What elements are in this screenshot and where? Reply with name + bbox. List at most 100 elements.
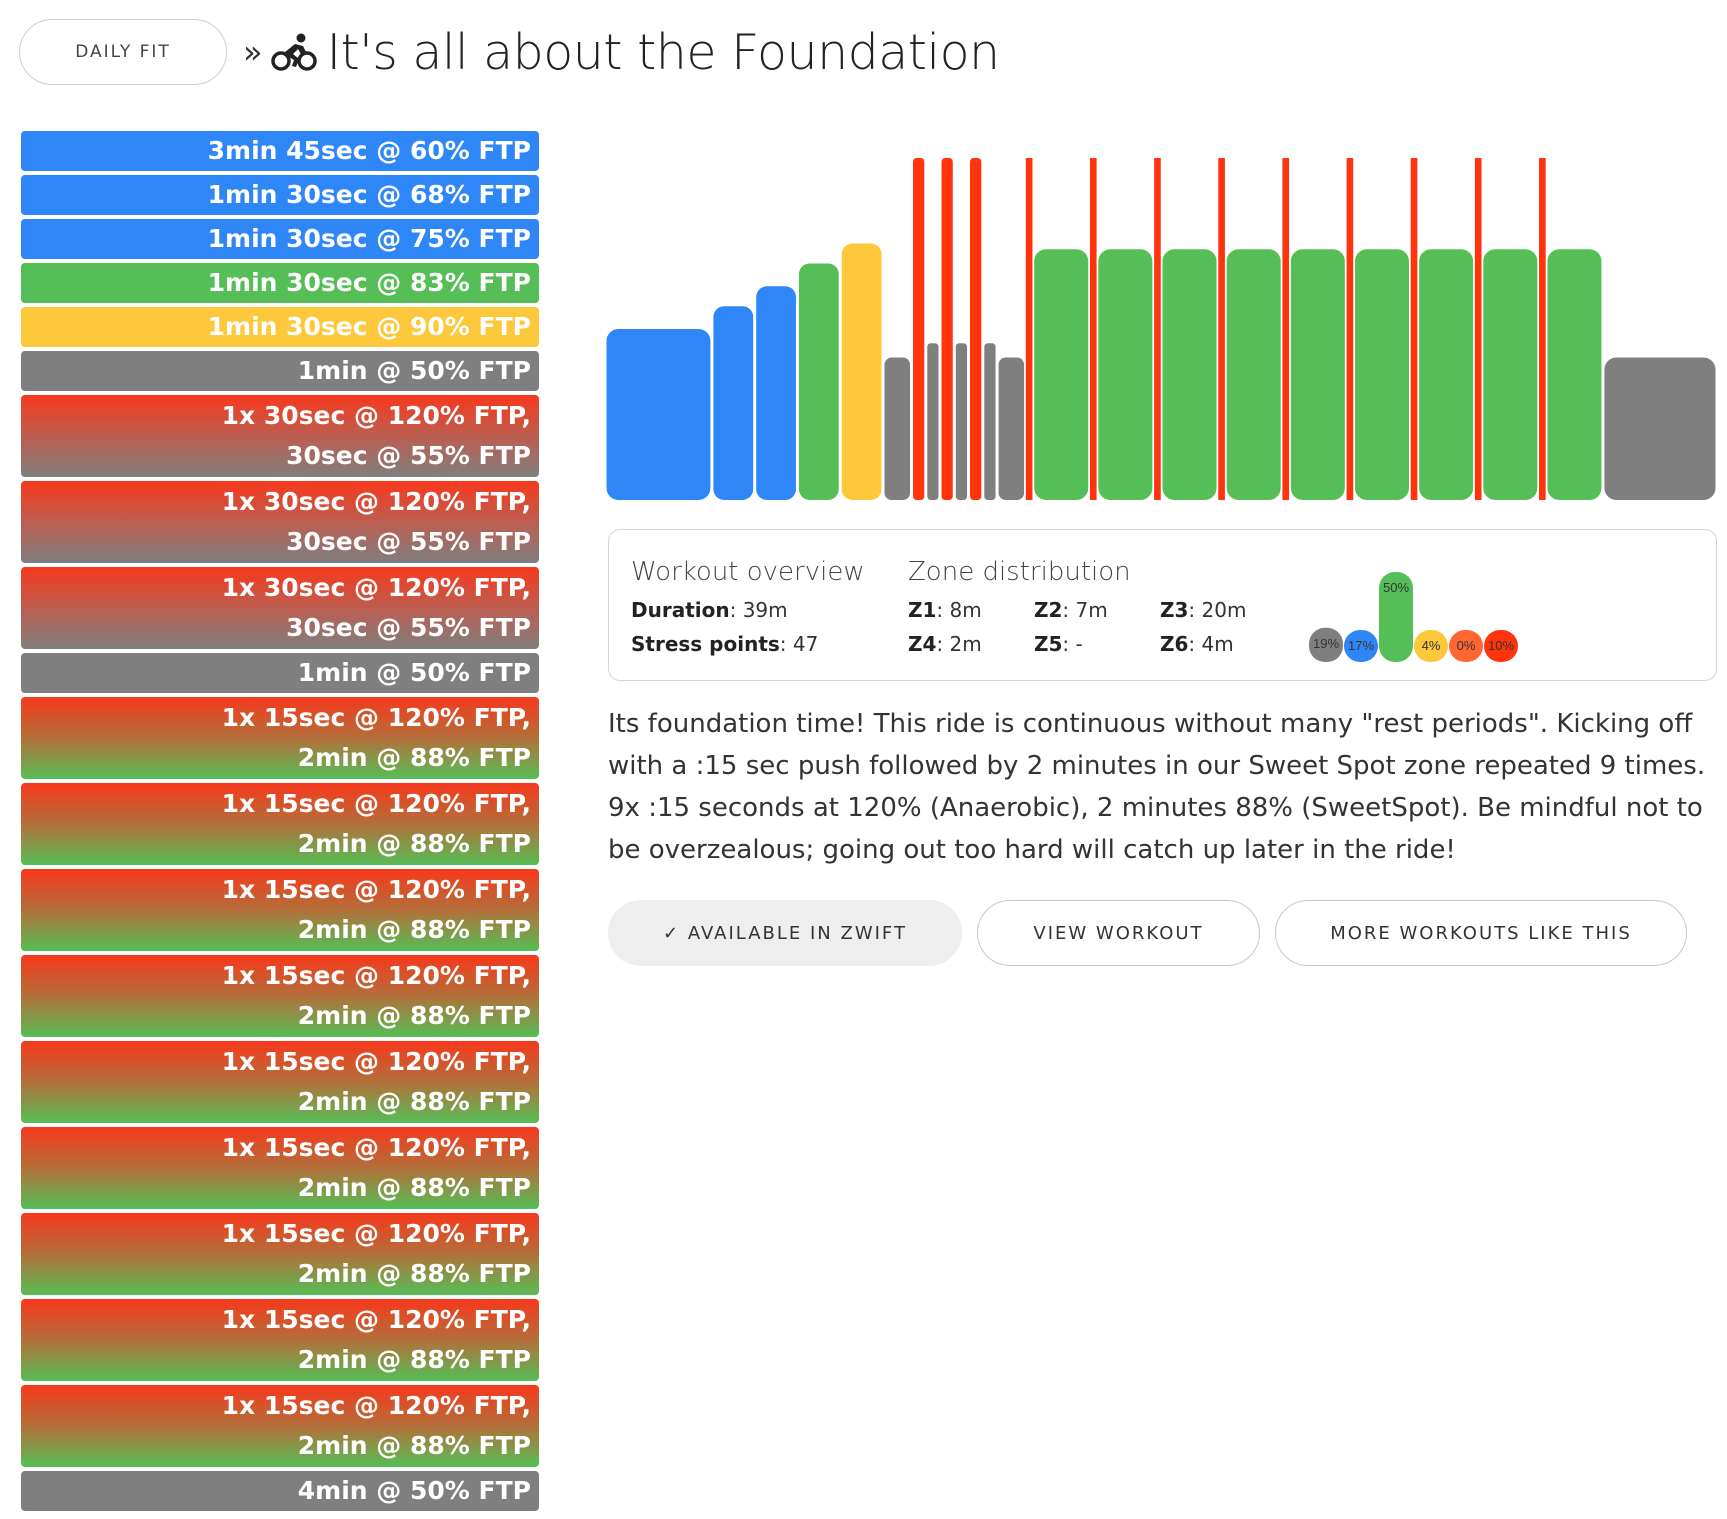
- interval-label: 1x 30sec @ 120% FTP,: [221, 401, 531, 430]
- interval-item: 1x 30sec @ 120% FTP, 30sec @ 55% FTP: [21, 481, 539, 563]
- interval-item: 1x 15sec @ 120% FTP, 2min @ 88% FTP: [21, 697, 539, 779]
- zone-percent-bar: [1309, 627, 1343, 662]
- workout-segment-bar: [1162, 249, 1217, 500]
- interval-label: 30sec @ 55% FTP: [286, 613, 531, 642]
- interval-item: 1x 15sec @ 120% FTP, 2min @ 88% FTP: [21, 1213, 539, 1295]
- workout-segment-bar: [798, 263, 839, 500]
- zone-value: -: [1075, 632, 1083, 656]
- interval-label: 2min @ 88% FTP: [297, 1345, 531, 1374]
- workout-segment-bar: [841, 243, 882, 500]
- zone-distribution-chart: 19% 17% 50% 4% 0% 10%: [1309, 572, 1518, 662]
- category-button[interactable]: DAILY FIT: [19, 19, 227, 85]
- view-workout-button[interactable]: VIEW WORKOUT: [977, 900, 1260, 966]
- zone-percent-bar: [1379, 572, 1413, 662]
- workout-segment-bar: [1419, 249, 1474, 500]
- zone-stat-z5: Z5: -: [1034, 632, 1083, 656]
- more-workouts-button[interactable]: MORE WORKOUTS LIKE THIS: [1275, 900, 1687, 966]
- interval-label: 1min @ 50% FTP: [297, 658, 531, 687]
- interval-label: 3min 45sec @ 60% FTP: [207, 136, 531, 165]
- cyclist-icon: [270, 33, 317, 71]
- zone-percent-label: 4%: [1422, 638, 1441, 653]
- interval-label: 2min @ 88% FTP: [297, 1087, 531, 1116]
- duration-label: Duration: [631, 598, 730, 622]
- zone-percent-label: 19%: [1313, 636, 1339, 651]
- workout-segment-bar: [955, 343, 968, 500]
- interval-label: 1min 30sec @ 90% FTP: [207, 312, 531, 341]
- interval-label: 1x 15sec @ 120% FTP,: [221, 1047, 531, 1076]
- workout-profile-chart: [606, 158, 1716, 500]
- interval-item: 1min @ 50% FTP: [21, 653, 539, 693]
- overview-card: Workout overview Duration: 39m Stress po…: [608, 529, 1717, 681]
- workout-segment-bar: [1354, 249, 1409, 500]
- zone-label: Z4: [908, 632, 937, 656]
- interval-item: 4min @ 50% FTP: [21, 1471, 539, 1511]
- interval-item: 1min 30sec @ 68% FTP: [21, 175, 539, 215]
- interval-label: 2min @ 88% FTP: [297, 743, 531, 772]
- interval-label: 1x 30sec @ 120% FTP,: [221, 573, 531, 602]
- interval-item: 1x 15sec @ 120% FTP, 2min @ 88% FTP: [21, 1127, 539, 1209]
- workout-segment-bar: [1604, 357, 1716, 500]
- interval-item: 1min 30sec @ 75% FTP: [21, 219, 539, 259]
- header: DAILY FIT » It's all about the Foundatio…: [19, 19, 1000, 85]
- workout-segment-bar: [1410, 158, 1418, 500]
- interval-label: 1min 30sec @ 68% FTP: [207, 180, 531, 209]
- workout-segment-bar: [1025, 158, 1033, 500]
- interval-item: 1x 15sec @ 120% FTP, 2min @ 88% FTP: [21, 1385, 539, 1467]
- interval-label: 2min @ 88% FTP: [297, 1001, 531, 1030]
- interval-label: 2min @ 88% FTP: [297, 915, 531, 944]
- interval-label: 2min @ 88% FTP: [297, 1173, 531, 1202]
- interval-label: 2min @ 88% FTP: [297, 1259, 531, 1288]
- interval-item: 1x 15sec @ 120% FTP, 2min @ 88% FTP: [21, 783, 539, 865]
- interval-label: 1min 30sec @ 75% FTP: [207, 224, 531, 253]
- duration-value: 39m: [742, 598, 788, 622]
- workout-segment-bar: [1474, 158, 1482, 500]
- workout-segment-bar: [970, 158, 982, 500]
- workout-overview-title: Workout overview: [631, 557, 865, 587]
- workout-segment-bar: [1539, 158, 1546, 500]
- zone-label: Z6: [1160, 632, 1189, 656]
- zone-label: Z3: [1160, 598, 1189, 622]
- stress-label: Stress points: [631, 632, 780, 656]
- interval-item: 1min 30sec @ 83% FTP: [21, 263, 539, 303]
- workout-segment-bar: [998, 357, 1025, 500]
- interval-list: 3min 45sec @ 60% FTP 1min 30sec @ 68% FTP…: [21, 131, 539, 1515]
- workout-segment-bar: [1226, 249, 1281, 500]
- workout-segment-bar: [756, 286, 796, 500]
- zone-label: Z1: [908, 598, 937, 622]
- zone-label: Z5: [1034, 632, 1063, 656]
- workout-segment-bar: [1154, 158, 1161, 500]
- workout-segment-bar: [1547, 249, 1602, 500]
- interval-label: 1min 30sec @ 83% FTP: [207, 268, 531, 297]
- interval-item: 1x 15sec @ 120% FTP, 2min @ 88% FTP: [21, 1041, 539, 1123]
- zone-distribution-title: Zone distribution: [908, 557, 1131, 587]
- available-in-zwift-button[interactable]: ✓ AVAILABLE IN ZWIFT: [608, 900, 962, 966]
- interval-label: 1x 15sec @ 120% FTP,: [221, 1305, 531, 1334]
- zone-value: 20m: [1201, 598, 1247, 622]
- interval-label: 1x 15sec @ 120% FTP,: [221, 1219, 531, 1248]
- workout-segment-bar: [1483, 249, 1538, 500]
- zone-percent-bar: [1449, 630, 1483, 662]
- interval-item: 3min 45sec @ 60% FTP: [21, 131, 539, 171]
- interval-item: 1x 15sec @ 120% FTP, 2min @ 88% FTP: [21, 869, 539, 951]
- zone-stat-z2: Z2: 7m: [1034, 598, 1108, 622]
- workout-segment-bar: [984, 343, 996, 500]
- workout-segment-bar: [1098, 249, 1153, 500]
- interval-item: 1min @ 50% FTP: [21, 351, 539, 391]
- interval-label: 4min @ 50% FTP: [297, 1476, 531, 1505]
- interval-item: 1x 30sec @ 120% FTP, 30sec @ 55% FTP: [21, 567, 539, 649]
- workout-segment-bar: [941, 158, 953, 500]
- zone-percent-label: 17%: [1348, 638, 1374, 653]
- zone-stat-z3: Z3: 20m: [1160, 598, 1247, 622]
- workout-segment-bar: [713, 306, 754, 500]
- workout-segment-bar: [927, 343, 939, 500]
- workout-segment-bar: [606, 329, 711, 500]
- interval-label: 30sec @ 55% FTP: [286, 441, 531, 470]
- workout-segment-bar: [1290, 249, 1345, 500]
- zone-percent-label: 10%: [1488, 638, 1514, 653]
- zone-stat-z6: Z6: 4m: [1160, 632, 1234, 656]
- zone-value: 2m: [949, 632, 982, 656]
- interval-label: 1x 15sec @ 120% FTP,: [221, 875, 531, 904]
- workout-segment-bar: [913, 158, 925, 500]
- interval-label: 1min @ 50% FTP: [297, 356, 531, 385]
- zone-value: 4m: [1201, 632, 1234, 656]
